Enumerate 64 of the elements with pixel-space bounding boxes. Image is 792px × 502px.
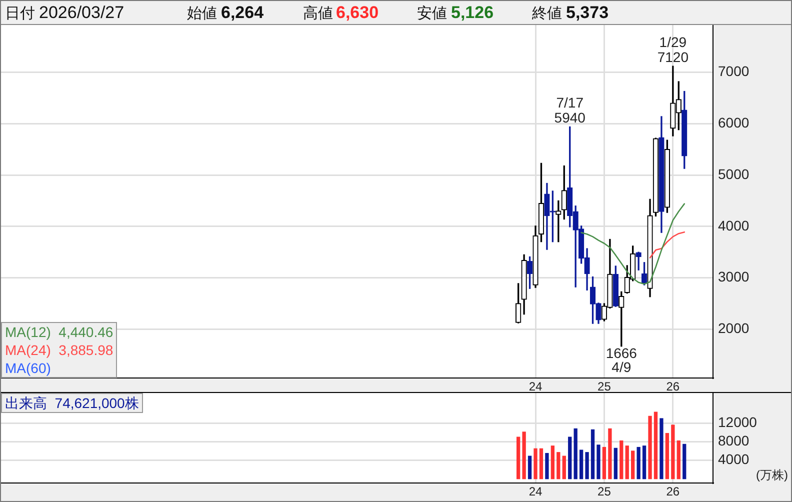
text: 2026/03/27 xyxy=(39,3,124,23)
text: 安値 xyxy=(417,4,447,24)
bar xyxy=(534,448,538,480)
bar xyxy=(579,450,584,480)
y-tick-label: 12000 xyxy=(718,414,758,430)
text: 始値 xyxy=(187,4,217,24)
bar xyxy=(665,433,670,480)
text: 出来高 74,621,000株 xyxy=(5,394,139,412)
text: 5,373 xyxy=(566,3,609,23)
bar xyxy=(676,440,680,480)
text: MA(24) 3,885.98 xyxy=(5,341,114,359)
x-tick-label: 26 xyxy=(666,484,680,499)
bar xyxy=(556,452,560,480)
y-tick-label: 7000 xyxy=(718,63,750,80)
y-tick-label: 3000 xyxy=(718,268,750,285)
bar xyxy=(671,424,675,480)
bar xyxy=(562,456,566,480)
legend-label: MA(60) xyxy=(5,359,52,377)
annotation: 7/17 5940 xyxy=(554,94,586,126)
y-tick-label: 6000 xyxy=(718,114,750,131)
text: 6,264 xyxy=(221,3,264,23)
bar xyxy=(648,416,652,480)
bar xyxy=(642,446,646,480)
text: 5,126 xyxy=(451,3,494,23)
annotation: 1666 4/9 xyxy=(606,345,638,376)
bar xyxy=(614,448,618,480)
text: MA(12) 4,440.46 xyxy=(5,323,114,341)
bar xyxy=(602,446,606,480)
bar xyxy=(528,456,532,480)
bar xyxy=(625,446,629,480)
bar xyxy=(522,432,526,480)
bar xyxy=(590,429,595,480)
bar xyxy=(654,412,658,480)
bar xyxy=(585,452,589,480)
bar xyxy=(608,428,612,480)
x-tick-label: 24 xyxy=(528,484,542,499)
text: 高値 xyxy=(303,4,333,24)
candlestick xyxy=(636,252,642,270)
bar xyxy=(545,452,549,480)
x-tick-label: 25 xyxy=(598,380,612,394)
x-tick-label: 25 xyxy=(598,484,612,499)
text: 6,630 xyxy=(336,3,379,23)
x-tick-label: 26 xyxy=(666,380,680,394)
text: 日付 xyxy=(5,4,35,24)
bar xyxy=(574,428,578,480)
y-tick-label: 4000 xyxy=(718,451,750,468)
bar xyxy=(682,444,686,480)
bar xyxy=(550,446,555,480)
y-axis-title: (万株) xyxy=(756,468,788,482)
bar xyxy=(568,436,572,480)
bar xyxy=(636,446,640,480)
annotation: 1/29 7120 xyxy=(657,34,689,65)
bar xyxy=(596,444,600,480)
bar xyxy=(660,418,664,480)
bar xyxy=(539,448,544,480)
y-tick-label: 5000 xyxy=(718,166,750,182)
bar xyxy=(620,440,624,480)
text: 終値 xyxy=(532,4,562,24)
y-tick-label: 8000 xyxy=(718,432,750,449)
bar xyxy=(516,436,520,480)
y-tick-label: 4000 xyxy=(718,217,750,234)
y-tick-label: 2000 xyxy=(718,320,750,336)
x-tick-label: 24 xyxy=(528,380,542,394)
bar xyxy=(631,450,635,480)
